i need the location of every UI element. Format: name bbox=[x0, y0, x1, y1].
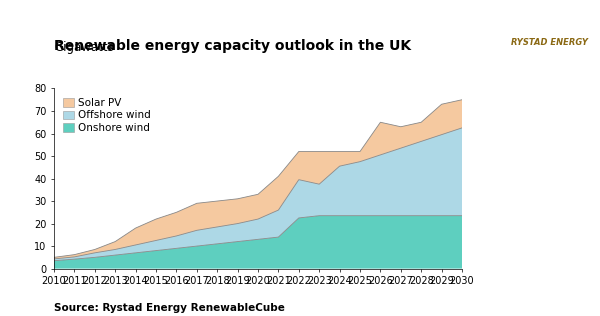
Text: RYSTAD ENERGY: RYSTAD ENERGY bbox=[511, 38, 588, 47]
Text: Renewable energy capacity outlook in the UK: Renewable energy capacity outlook in the… bbox=[54, 39, 411, 52]
Text: Gigawatts: Gigawatts bbox=[54, 41, 114, 54]
Legend: Solar PV, Offshore wind, Onshore wind: Solar PV, Offshore wind, Onshore wind bbox=[59, 94, 155, 137]
Text: Source: Rystad Energy RenewableCube: Source: Rystad Energy RenewableCube bbox=[54, 303, 285, 313]
